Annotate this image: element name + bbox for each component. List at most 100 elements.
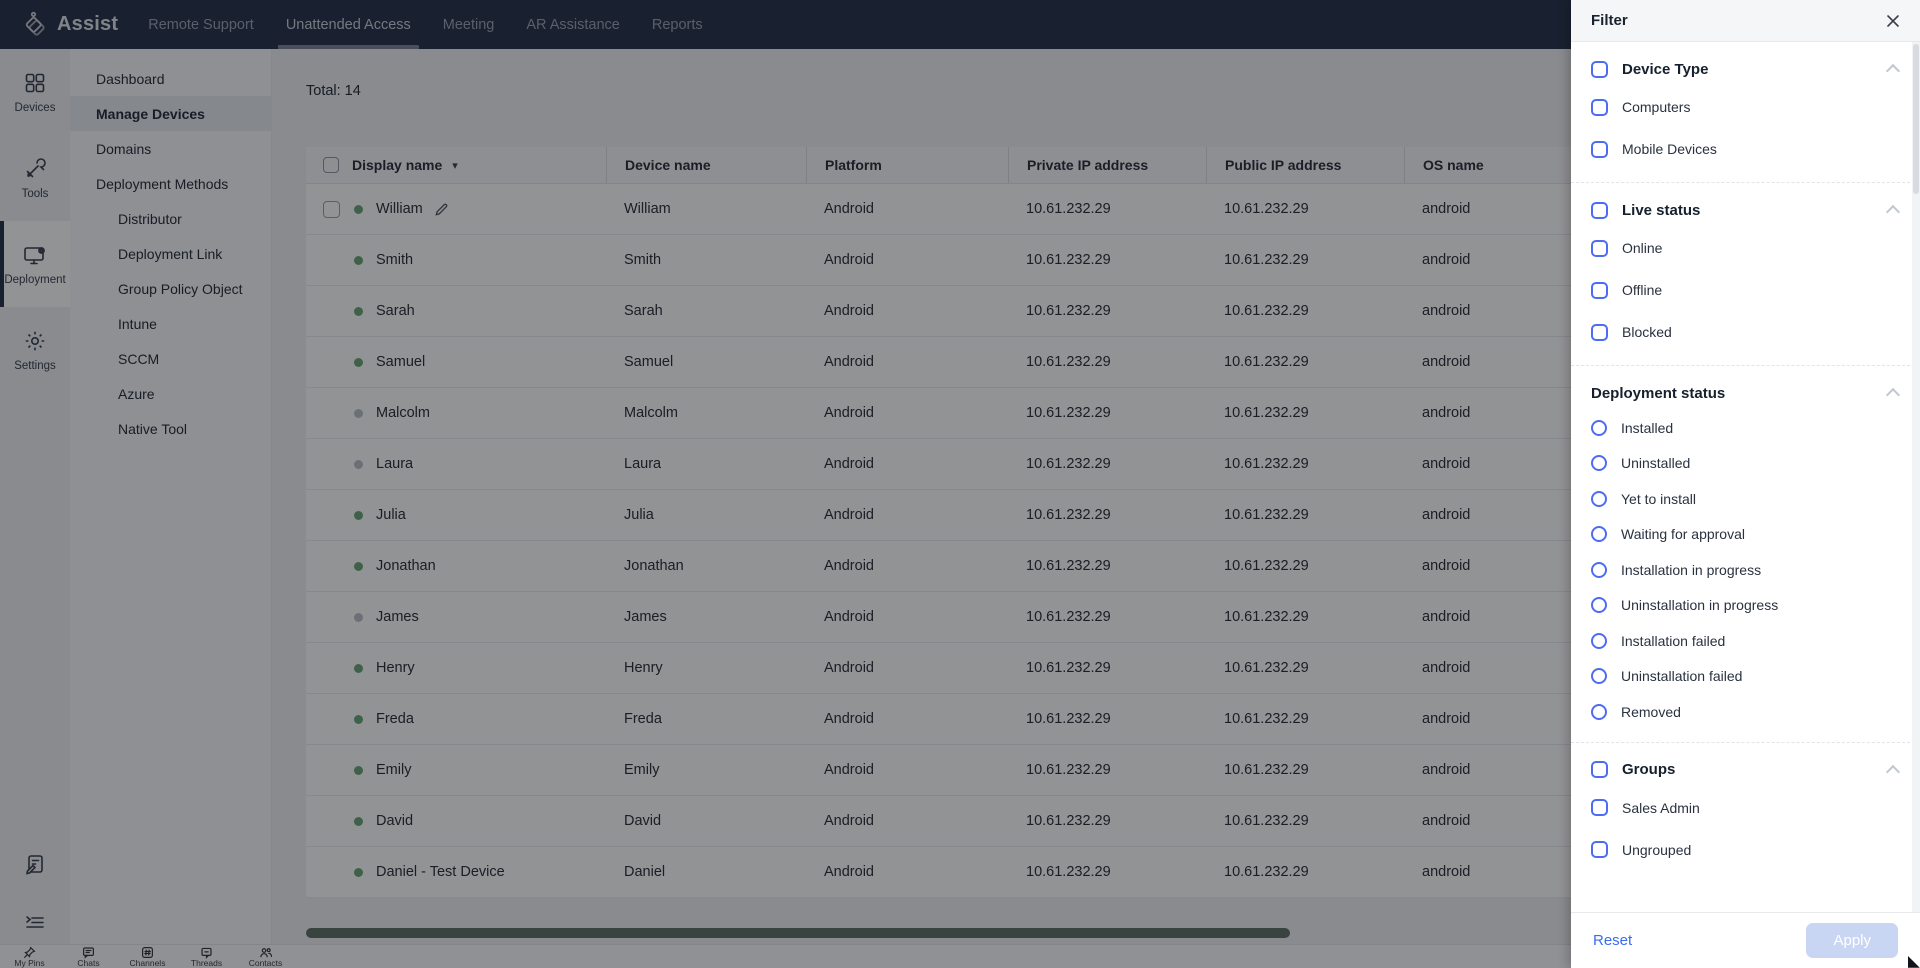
sidebar-item[interactable]: Distributor bbox=[118, 210, 182, 227]
filter-section-header[interactable]: Deployment status bbox=[1591, 376, 1900, 410]
rail-item-tools[interactable]: Tools bbox=[0, 135, 70, 221]
reset-button[interactable]: Reset bbox=[1593, 932, 1633, 949]
table-row[interactable]: Julia Julia Android 10.61.232.29 10.61.2… bbox=[306, 490, 1706, 541]
filter-option[interactable]: Waiting for approval bbox=[1591, 517, 1900, 553]
row-checkbox[interactable] bbox=[323, 200, 340, 218]
filter-option-control[interactable] bbox=[1591, 419, 1607, 436]
bottombar-channels[interactable]: Channels bbox=[118, 946, 177, 968]
filter-option[interactable]: Yet to install bbox=[1591, 481, 1900, 517]
filter-section-checkbox[interactable] bbox=[1591, 60, 1608, 78]
horizontal-scrollbar-thumb[interactable] bbox=[306, 928, 1290, 938]
filter-option[interactable]: Uninstallation in progress bbox=[1591, 588, 1900, 624]
rail-item-devices[interactable]: Devices bbox=[0, 49, 70, 135]
compose-note-icon[interactable] bbox=[23, 852, 47, 876]
filter-option[interactable]: Installation in progress bbox=[1591, 552, 1900, 588]
filter-option[interactable]: Uninstallation failed bbox=[1591, 659, 1900, 695]
bottombar-chats[interactable]: Chats bbox=[59, 946, 118, 968]
filter-option[interactable]: Installation failed bbox=[1591, 623, 1900, 659]
table-row[interactable]: Malcolm Malcolm Android 10.61.232.29 10.… bbox=[306, 388, 1706, 439]
filter-option-control[interactable] bbox=[1591, 239, 1608, 257]
filter-section-header[interactable]: Live status bbox=[1591, 193, 1900, 227]
filter-option-control[interactable] bbox=[1591, 490, 1607, 507]
filter-option[interactable]: Installed bbox=[1591, 410, 1900, 446]
column-public-ip[interactable]: Public IP address bbox=[1206, 147, 1404, 183]
table-row[interactable]: James James Android 10.61.232.29 10.61.2… bbox=[306, 592, 1706, 643]
sidebar-item[interactable]: SCCM bbox=[118, 350, 160, 367]
drawer-scrollbar[interactable] bbox=[1912, 42, 1920, 912]
table-row[interactable]: David David Android 10.61.232.29 10.61.2… bbox=[306, 796, 1706, 847]
chevron-up-icon[interactable] bbox=[1888, 204, 1900, 216]
apply-button[interactable]: Apply bbox=[1806, 923, 1898, 958]
filter-option-control[interactable] bbox=[1591, 841, 1608, 858]
topnav-tab[interactable]: Reports bbox=[651, 16, 703, 33]
topnav-tab[interactable]: AR Assistance bbox=[526, 16, 620, 33]
table-row[interactable]: Emily Emily Android 10.61.232.29 10.61.2… bbox=[306, 745, 1706, 796]
filter-option-control[interactable] bbox=[1591, 526, 1607, 543]
table-row[interactable]: Samuel Samuel Android 10.61.232.29 10.61… bbox=[306, 337, 1706, 388]
filter-option-control[interactable] bbox=[1591, 98, 1608, 116]
filter-option[interactable]: Uninstalled bbox=[1591, 446, 1900, 482]
column-os-name[interactable]: OS name bbox=[1404, 147, 1706, 183]
table-row[interactable]: Smith Smith Android 10.61.232.29 10.61.2… bbox=[306, 235, 1706, 286]
table-row[interactable]: Sarah Sarah Android 10.61.232.29 10.61.2… bbox=[306, 286, 1706, 337]
topnav-tab[interactable]: Unattended Access bbox=[270, 0, 427, 49]
table-row[interactable]: Laura Laura Android 10.61.232.29 10.61.2… bbox=[306, 439, 1706, 490]
filter-option-control[interactable] bbox=[1591, 668, 1607, 685]
rail-item-settings[interactable]: Settings bbox=[0, 307, 70, 393]
edit-icon[interactable] bbox=[434, 202, 449, 217]
rail-item-deployment[interactable]: Deployment bbox=[0, 221, 70, 307]
sidebar-item[interactable]: Deployment Link bbox=[118, 245, 223, 262]
table-row[interactable]: Henry Henry Android 10.61.232.29 10.61.2… bbox=[306, 643, 1706, 694]
sidebar-item[interactable]: Group Policy Object bbox=[118, 280, 243, 297]
filter-option[interactable]: Online bbox=[1591, 227, 1900, 269]
sidebar-item[interactable]: Intune bbox=[118, 315, 157, 332]
console-list-icon[interactable] bbox=[23, 910, 47, 934]
sidebar-item[interactable]: Deployment Methods bbox=[96, 175, 229, 192]
chevron-up-icon[interactable] bbox=[1888, 63, 1900, 75]
filter-option-control[interactable] bbox=[1591, 140, 1608, 158]
topnav-tab[interactable]: Meeting bbox=[442, 16, 495, 33]
select-all-checkbox[interactable] bbox=[323, 157, 339, 173]
sidebar-item[interactable]: Azure bbox=[118, 385, 155, 402]
filter-option-control[interactable] bbox=[1591, 597, 1607, 614]
filter-section-header[interactable]: Device Type bbox=[1591, 52, 1900, 86]
table-row[interactable]: Freda Freda Android 10.61.232.29 10.61.2… bbox=[306, 694, 1706, 745]
topnav-tab[interactable]: Remote Support bbox=[148, 16, 254, 33]
filter-option-control[interactable] bbox=[1591, 632, 1607, 649]
sort-caret-icon[interactable]: ▾ bbox=[452, 159, 458, 172]
filter-section-checkbox[interactable] bbox=[1591, 761, 1608, 778]
filter-option[interactable]: Removed bbox=[1591, 694, 1900, 730]
sidebar-item[interactable]: Manage Devices bbox=[70, 96, 271, 131]
filter-option-control[interactable] bbox=[1591, 799, 1608, 816]
sidebar-item[interactable]: Domains bbox=[96, 140, 152, 157]
bottombar-contacts[interactable]: Contacts bbox=[236, 946, 295, 968]
filter-option-control[interactable] bbox=[1591, 323, 1608, 341]
chevron-up-icon[interactable] bbox=[1888, 764, 1900, 776]
filter-option[interactable]: Sales Admin bbox=[1591, 787, 1900, 829]
close-icon[interactable] bbox=[1886, 14, 1900, 28]
sidebar-item[interactable]: Dashboard bbox=[96, 70, 165, 87]
drawer-scrollbar-thumb[interactable] bbox=[1913, 44, 1919, 194]
column-platform[interactable]: Platform bbox=[806, 147, 1008, 183]
filter-option[interactable]: Mobile Devices bbox=[1591, 128, 1900, 170]
filter-section-checkbox[interactable] bbox=[1591, 201, 1608, 219]
filter-option[interactable]: Ungrouped bbox=[1591, 829, 1900, 871]
filter-option[interactable]: Computers bbox=[1591, 86, 1900, 128]
column-private-ip[interactable]: Private IP address bbox=[1008, 147, 1206, 183]
table-row[interactable]: William William Android 10.61.232.29 10.… bbox=[306, 184, 1706, 235]
column-device-name[interactable]: Device name bbox=[606, 147, 806, 183]
filter-option[interactable]: Offline bbox=[1591, 269, 1900, 311]
filter-option-control[interactable] bbox=[1591, 703, 1607, 720]
filter-option-control[interactable] bbox=[1591, 281, 1608, 299]
filter-option-control[interactable] bbox=[1591, 455, 1607, 472]
sidebar-item[interactable]: Native Tool bbox=[118, 420, 188, 437]
filter-option-control[interactable] bbox=[1591, 561, 1607, 578]
filter-section-header[interactable]: Groups bbox=[1591, 753, 1900, 787]
table-row[interactable]: Daniel - Test Device Daniel Android 10.6… bbox=[306, 847, 1706, 898]
brand[interactable]: Assist bbox=[20, 11, 118, 38]
column-display-name[interactable]: Display name bbox=[352, 157, 443, 173]
table-row[interactable]: Jonathan Jonathan Android 10.61.232.29 1… bbox=[306, 541, 1706, 592]
chevron-up-icon[interactable] bbox=[1888, 387, 1900, 399]
bottombar-my-pins[interactable]: My Pins bbox=[0, 946, 59, 968]
bottombar-threads[interactable]: Threads bbox=[177, 946, 236, 968]
